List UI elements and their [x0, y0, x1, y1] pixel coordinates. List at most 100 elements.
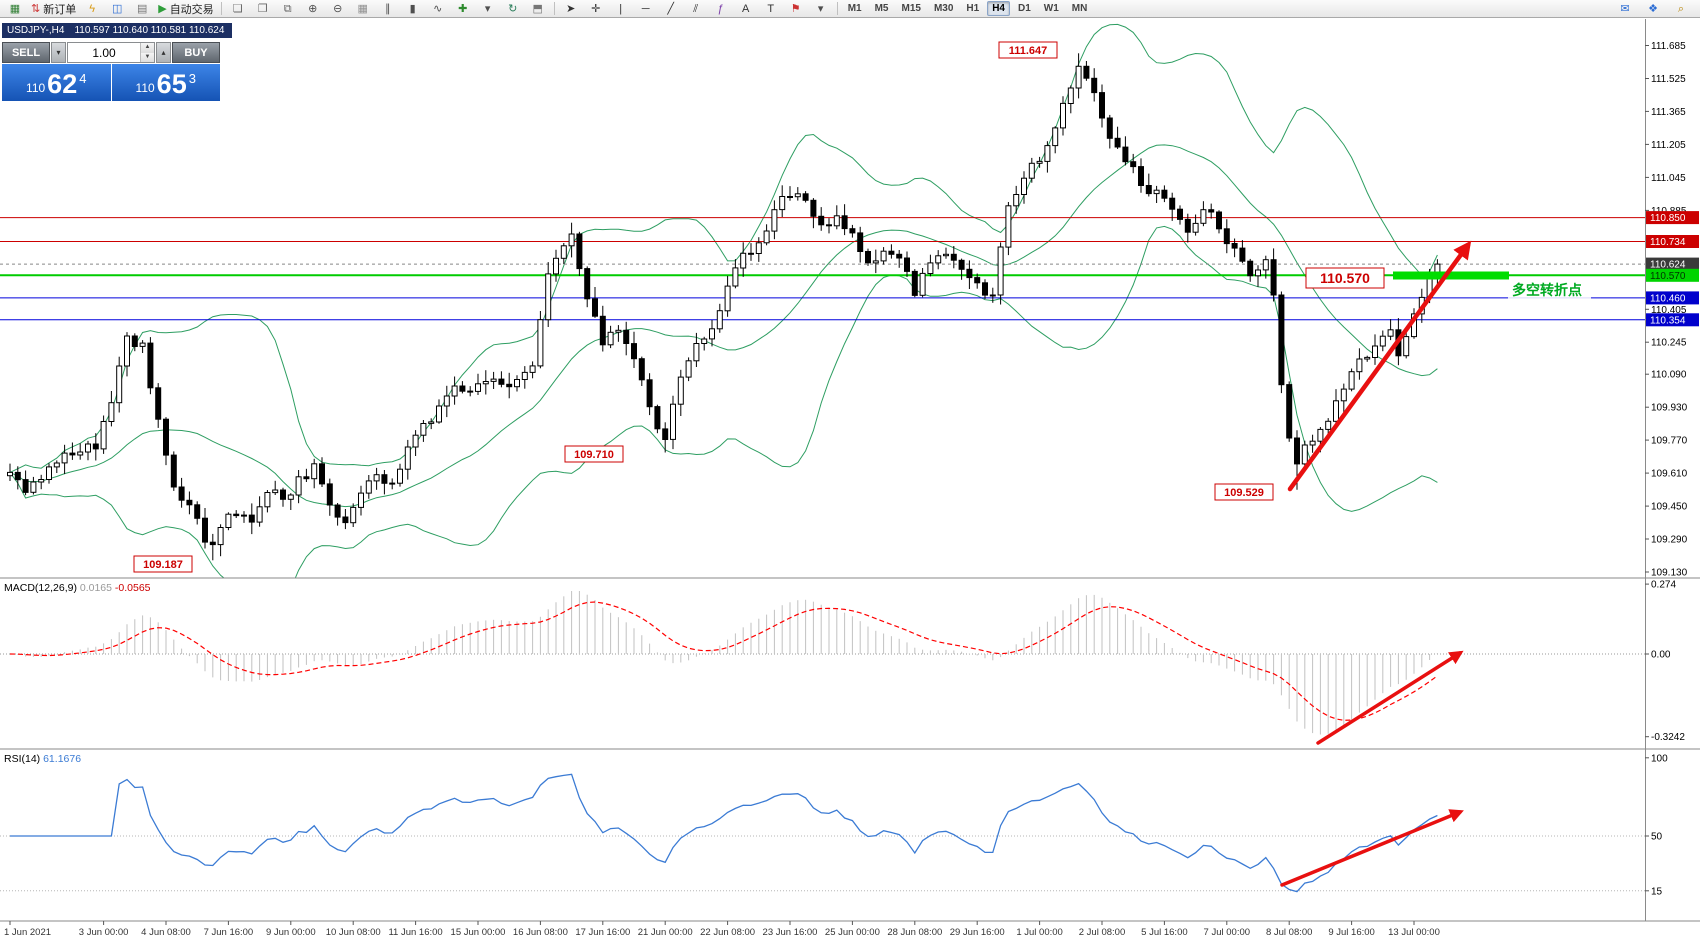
zoom-out-icon: ⊖ [333, 2, 343, 15]
period-refresh-icon[interactable]: ↻ [501, 0, 525, 18]
add-indicator-icon[interactable]: ✚ [451, 0, 475, 18]
volume-down-icon[interactable]: ▼ [141, 52, 154, 62]
trend-arrow[interactable] [1287, 240, 1472, 492]
svg-text:10 Jun 08:00: 10 Jun 08:00 [326, 927, 381, 938]
mail-icon[interactable]: ✉ [1613, 0, 1637, 18]
low-label[interactable]: 109.710 [564, 445, 624, 463]
svg-text:109.930: 109.930 [1651, 403, 1688, 414]
svg-text:50: 50 [1651, 832, 1663, 843]
svg-text:111.647: 111.647 [1009, 45, 1048, 57]
buy-options-dropdown[interactable]: ▴ [156, 42, 171, 63]
search-icon: ⌕ [1677, 2, 1685, 15]
svg-text:110.460: 110.460 [1650, 293, 1686, 304]
svg-text:110.734: 110.734 [1650, 237, 1686, 248]
svg-text:111.045: 111.045 [1651, 173, 1686, 184]
price-chart[interactable]: 多空转折点 111.685 111.525 111.365 111.205 111.045… [0, 19, 1700, 938]
timeframe-button-h1[interactable]: H1 [966, 3, 980, 14]
tile-horizontal-icon: ❏ [232, 2, 243, 15]
high-label[interactable]: 111.647 [998, 41, 1058, 59]
volume-input[interactable] [68, 43, 140, 62]
svg-text:4 Jun 08:00: 4 Jun 08:00 [141, 927, 191, 938]
key-level-label[interactable]: 110.570 [1305, 267, 1385, 289]
macd-histogram [17, 591, 1438, 735]
horizontal-level-lines[interactable] [0, 217, 1645, 321]
timeframe-button-m15[interactable]: M15 [901, 3, 921, 14]
sell-button[interactable]: SELL [2, 42, 50, 63]
timeframe-button-m1[interactable]: M1 [847, 3, 862, 14]
svg-text:109.187: 109.187 [143, 559, 183, 571]
auto-trading-button[interactable]: ▶ 自动交易 [155, 0, 216, 18]
data-window-icon: ▤ [137, 2, 148, 15]
sell-price-pips: 62 [47, 69, 78, 99]
svg-text:21 Jun 00:00: 21 Jun 00:00 [638, 927, 693, 938]
price-axis-badge: 110.624 [1646, 257, 1699, 271]
bar-chart-icon[interactable]: ∥ [376, 0, 400, 18]
macd-signal-line [9, 601, 1438, 721]
tile-horizontal-icon[interactable]: ❏ [226, 0, 250, 18]
text-label-icon: T [767, 2, 775, 15]
indicator-list-dropdown-icon[interactable]: ▾ [476, 0, 500, 18]
timeframe-button-m5[interactable]: M5 [874, 3, 889, 14]
svg-text:110.570: 110.570 [1320, 270, 1370, 286]
svg-text:109.710: 109.710 [574, 449, 614, 461]
svg-text:15 Jun 00:00: 15 Jun 00:00 [451, 927, 506, 938]
svg-text:16 Jun 08:00: 16 Jun 08:00 [513, 927, 568, 938]
text-label-icon[interactable]: T [759, 0, 783, 18]
svg-text:111.205: 111.205 [1651, 140, 1686, 151]
search-icon[interactable]: ⌕ [1669, 0, 1693, 18]
cascade-windows-icon[interactable]: ⧉ [276, 0, 300, 18]
trend-arrow[interactable] [1316, 650, 1464, 745]
zoom-in-icon[interactable]: ⊕ [301, 0, 325, 18]
crosshair-icon[interactable]: ✛ [584, 0, 608, 18]
low-label[interactable]: 109.187 [133, 555, 193, 573]
trend-arrow[interactable] [1280, 809, 1464, 887]
market-watch-icon[interactable]: ◫ [105, 0, 129, 18]
svg-text:9 Jul 16:00: 9 Jul 16:00 [1328, 927, 1374, 938]
sell-options-dropdown[interactable]: ▾ [51, 42, 66, 63]
arrow-objects-icon[interactable]: ⚑ [784, 0, 808, 18]
time-axis[interactable]: 1 Jun 2021 3 Jun 00:00 4 Jun 08:00 7 Jun 16… [4, 921, 1440, 938]
volume-up-icon[interactable]: ▲ [141, 43, 154, 53]
toolbar-separator [553, 2, 555, 15]
timeframe-button-w1[interactable]: W1 [1043, 3, 1059, 14]
add-indicator-icon: ✚ [458, 2, 468, 15]
new-order-button-label: 新订单 [43, 3, 77, 16]
svg-text:110.850: 110.850 [1650, 213, 1686, 224]
line-chart-icon[interactable]: ∿ [426, 0, 450, 18]
sell-price-quote[interactable]: 110 62 4 [2, 64, 111, 101]
timeframe-button-d1[interactable]: D1 [1018, 3, 1031, 14]
timeframe-button-mn[interactable]: MN [1071, 3, 1088, 14]
vertical-line-icon[interactable]: | [609, 0, 633, 18]
horizontal-line-icon: ─ [641, 2, 650, 15]
candlestick-chart-icon[interactable]: ▮ [401, 0, 425, 18]
new-chart-icon[interactable]: ▦ [3, 0, 27, 18]
buy-button[interactable]: BUY [172, 42, 220, 63]
svg-text:1 Jun 2021: 1 Jun 2021 [4, 927, 51, 938]
auto-trading-button: ▶ [158, 2, 167, 15]
objects-dropdown-icon[interactable]: ▾ [809, 0, 833, 18]
timeframe-button-m30[interactable]: M30 [933, 3, 954, 14]
svg-text:109.610: 109.610 [1651, 469, 1688, 480]
price-axis[interactable]: 111.685 111.525 111.365 111.205 111.045 110.8… [1645, 41, 1699, 897]
timeframe-button-h4[interactable]: H4 [987, 1, 1010, 16]
grid-icon[interactable]: ▦ [351, 0, 375, 18]
lightning-icon[interactable]: ϟ [80, 0, 104, 18]
templates-icon[interactable]: ⬒ [526, 0, 550, 18]
tile-vertical-icon[interactable]: ❐ [251, 0, 275, 18]
fibonacci-icon[interactable]: ƒ [709, 0, 733, 18]
community-icon[interactable]: ❖ [1641, 0, 1665, 18]
volume-stepper[interactable]: ▲ ▼ [140, 43, 154, 62]
zoom-out-icon[interactable]: ⊖ [326, 0, 350, 18]
horizontal-line-icon[interactable]: ─ [634, 0, 658, 18]
channel-icon[interactable]: ⫽ [684, 0, 708, 18]
trendline-icon[interactable]: ╱ [659, 0, 683, 18]
buy-price-quote[interactable]: 110 65 3 [111, 64, 220, 101]
text-icon[interactable]: A [734, 0, 758, 18]
data-window-icon[interactable]: ▤ [130, 0, 154, 18]
cursor-icon[interactable]: ➤ [559, 0, 583, 18]
new-order-button[interactable]: ⇅ 新订单 [28, 0, 79, 18]
turning-point-text: 多空转折点 [1512, 282, 1582, 298]
svg-text:109.130: 109.130 [1651, 568, 1688, 579]
low-label[interactable]: 109.529 [1214, 483, 1274, 501]
key-level-thick-bar[interactable] [1393, 271, 1509, 280]
